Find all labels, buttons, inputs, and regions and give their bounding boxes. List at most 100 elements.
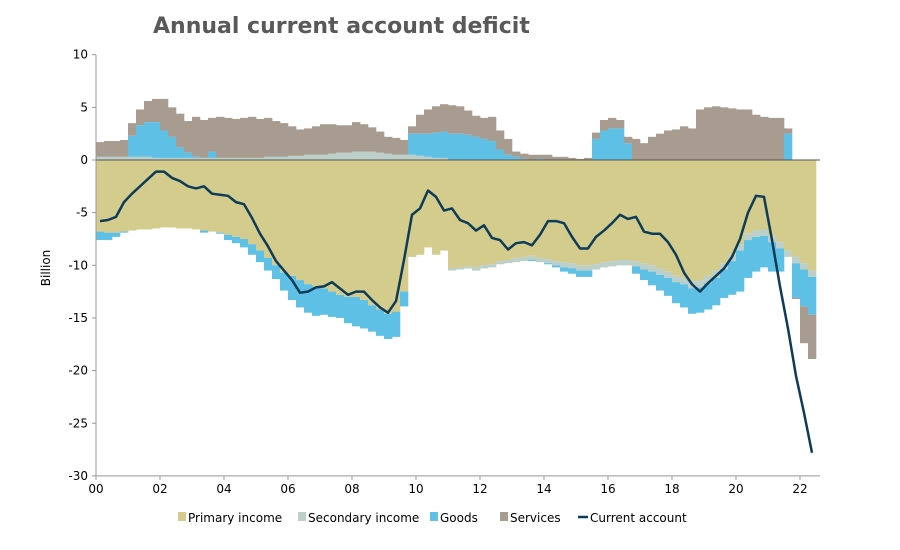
services-bar — [368, 127, 377, 152]
primary-income-bar — [448, 160, 457, 269]
secondary-income-bar — [320, 154, 329, 160]
secondary-income-bar — [744, 233, 753, 241]
goods-bar — [264, 257, 273, 271]
primary-income-bar — [680, 160, 689, 278]
secondary-income-bar — [136, 156, 145, 160]
primary-income-bar — [408, 160, 417, 257]
x-tick-label: 08 — [344, 482, 359, 496]
primary-income-bar — [488, 160, 497, 265]
services-bar — [584, 157, 593, 160]
secondary-income-bar — [192, 157, 201, 160]
secondary-income-bar — [144, 156, 153, 160]
goods-bar — [544, 263, 553, 265]
primary-income-bar — [208, 160, 217, 232]
primary-income-bar — [432, 160, 441, 255]
services-bar — [136, 109, 145, 126]
y-tick-label: -15 — [68, 311, 88, 325]
primary-income-bar — [304, 160, 313, 285]
services-bar — [160, 98, 169, 131]
goods-bar — [560, 267, 569, 272]
primary-income-bar — [376, 160, 385, 310]
secondary-income-bar — [672, 275, 681, 283]
secondary-income-bar — [208, 157, 217, 160]
primary-income-bar — [568, 160, 577, 264]
legend-goods: Goods — [430, 511, 478, 525]
secondary-income-bar — [632, 261, 641, 267]
goods-bar — [152, 122, 161, 158]
primary-income-bar — [720, 160, 729, 264]
goods-bar — [664, 277, 673, 296]
services-bar — [320, 124, 329, 155]
legend-services: Services — [500, 511, 561, 525]
goods-bar — [216, 232, 225, 234]
y-tick-label: -30 — [68, 469, 88, 483]
services-bar — [344, 125, 353, 153]
primary-income-bar — [472, 160, 481, 268]
legend-swatch — [500, 512, 508, 521]
goods-bar — [800, 269, 809, 307]
services-bar — [288, 126, 297, 156]
goods-bar — [304, 284, 313, 313]
secondary-income-bar — [400, 154, 409, 160]
goods-bar — [128, 135, 137, 157]
services-bar — [512, 151, 521, 157]
goods-bar — [368, 305, 377, 332]
primary-income-bar — [480, 160, 489, 266]
services-bar — [600, 119, 609, 131]
services-bar — [544, 154, 553, 160]
goods-bar — [456, 133, 465, 160]
primary-income-bar — [768, 160, 777, 236]
goods-bar — [608, 128, 617, 160]
secondary-income-bar — [680, 277, 689, 285]
goods-bar — [640, 269, 649, 281]
secondary-income-bar — [104, 156, 113, 160]
legend-swatch — [430, 512, 438, 521]
primary-income-bar — [744, 160, 753, 234]
secondary-income-bar — [312, 154, 321, 160]
services-bar — [536, 154, 545, 159]
primary-income-bar — [336, 160, 345, 295]
goods-bar — [784, 133, 793, 160]
secondary-income-bar — [456, 267, 465, 270]
services-bar — [304, 128, 313, 155]
goods-bar — [776, 248, 785, 272]
goods-bar — [576, 270, 585, 277]
services-bar — [248, 116, 257, 158]
secondary-income-bar — [528, 255, 537, 261]
primary-income-bar — [248, 160, 257, 245]
primary-income-bar — [736, 160, 745, 245]
goods-bar — [376, 309, 385, 336]
goods-bar — [696, 287, 705, 313]
secondary-income-bar — [760, 229, 769, 236]
services-bar — [216, 116, 225, 158]
secondary-income-bar — [648, 265, 657, 272]
secondary-income-bar — [624, 260, 633, 266]
secondary-income-bar — [296, 155, 305, 160]
primary-income-bar — [496, 160, 505, 262]
secondary-income-bar — [696, 280, 705, 288]
primary-income-bar — [160, 160, 169, 228]
secondary-income-bar — [184, 157, 193, 160]
goods-bar — [400, 291, 409, 307]
goods-bar — [424, 133, 433, 157]
goods-bar — [192, 156, 201, 158]
goods-bar — [168, 136, 177, 158]
secondary-income-bar — [112, 156, 121, 160]
primary-income-bar — [328, 160, 337, 292]
primary-income-bar — [536, 160, 545, 258]
y-tick-label: -5 — [76, 206, 88, 220]
secondary-income-bar — [248, 157, 257, 160]
goods-bar — [752, 236, 761, 272]
services-bar — [240, 117, 249, 158]
goods-bar — [200, 230, 209, 233]
primary-income-bar — [200, 160, 209, 231]
goods-bar — [600, 130, 609, 160]
goods-bar — [504, 154, 513, 160]
goods-bar — [96, 231, 105, 241]
y-tick-label: -25 — [68, 416, 88, 430]
goods-bar — [472, 136, 481, 160]
primary-income-bar — [776, 160, 785, 243]
goods-bar — [112, 232, 121, 237]
secondary-income-bar — [160, 157, 169, 160]
secondary-income-bar — [128, 156, 137, 160]
